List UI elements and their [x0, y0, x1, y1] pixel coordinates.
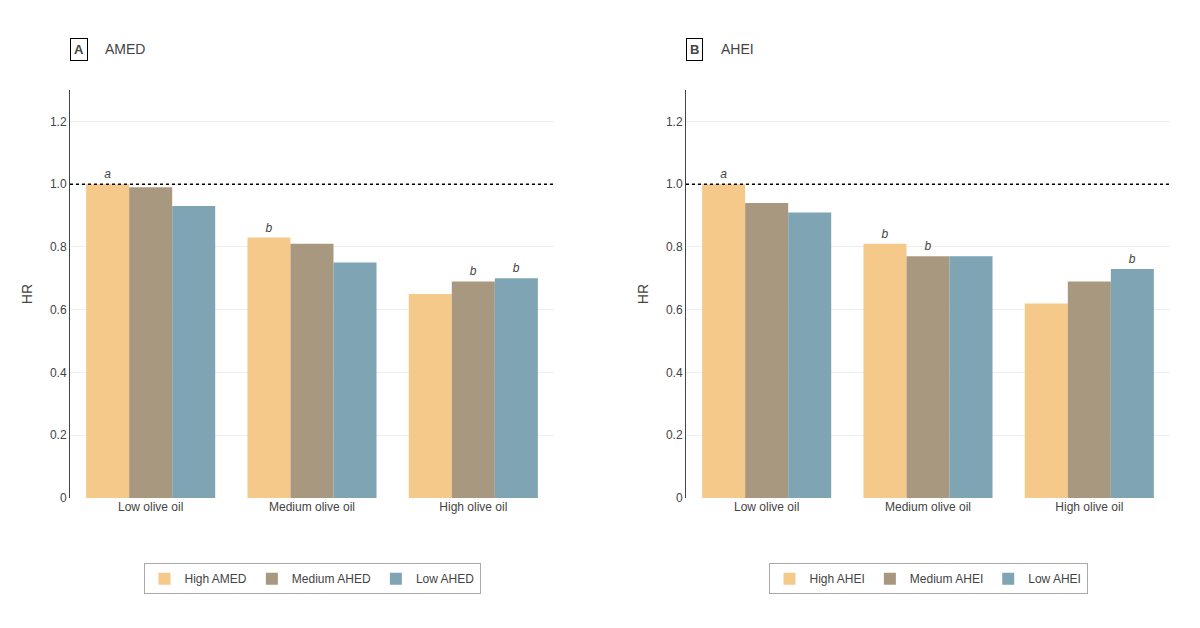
svg-text:High olive oil: High olive oil [439, 500, 507, 514]
svg-text:Low AHEI: Low AHEI [1028, 572, 1081, 586]
svg-text:1.0: 1.0 [50, 177, 67, 191]
svg-text:0.6: 0.6 [666, 303, 683, 317]
svg-text:1.2: 1.2 [666, 115, 683, 129]
svg-text:b: b [881, 227, 888, 241]
svg-text:Low olive oil: Low olive oil [118, 500, 183, 514]
svg-text:0.6: 0.6 [50, 303, 67, 317]
svg-text:0.4: 0.4 [50, 366, 67, 380]
svg-text:a: a [104, 167, 111, 181]
svg-text:0.8: 0.8 [666, 240, 683, 254]
svg-text:B: B [690, 42, 699, 57]
svg-text:a: a [720, 167, 727, 181]
svg-text:0.8: 0.8 [50, 240, 67, 254]
svg-text:Low olive oil: Low olive oil [734, 500, 799, 514]
svg-text:High olive oil: High olive oil [1055, 500, 1123, 514]
svg-text:1.0: 1.0 [666, 177, 683, 191]
svg-text:Medium olive oil: Medium olive oil [269, 500, 355, 514]
svg-text:HR: HR [19, 284, 35, 304]
svg-text:b: b [1129, 252, 1136, 266]
svg-text:Medium AHED: Medium AHED [292, 572, 371, 586]
svg-text:b: b [513, 261, 520, 275]
svg-text:A: A [74, 42, 84, 57]
svg-text:High AHEI: High AHEI [810, 572, 865, 586]
svg-text:AHEI: AHEI [721, 41, 754, 57]
svg-text:HR: HR [635, 284, 651, 304]
svg-text:0.4: 0.4 [666, 366, 683, 380]
svg-text:High AMED: High AMED [185, 572, 247, 586]
svg-text:AMED: AMED [105, 41, 145, 57]
svg-text:1.2: 1.2 [50, 115, 67, 129]
svg-text:0: 0 [676, 491, 683, 505]
svg-text:b: b [470, 264, 477, 278]
svg-text:Low AHED: Low AHED [416, 572, 474, 586]
svg-text:0.2: 0.2 [50, 428, 67, 442]
svg-text:0.2: 0.2 [666, 428, 683, 442]
svg-text:Medium olive oil: Medium olive oil [885, 500, 971, 514]
svg-text:b: b [265, 221, 272, 235]
svg-text:Medium AHEI: Medium AHEI [910, 572, 983, 586]
svg-text:0: 0 [60, 491, 67, 505]
svg-text:b: b [925, 239, 932, 253]
